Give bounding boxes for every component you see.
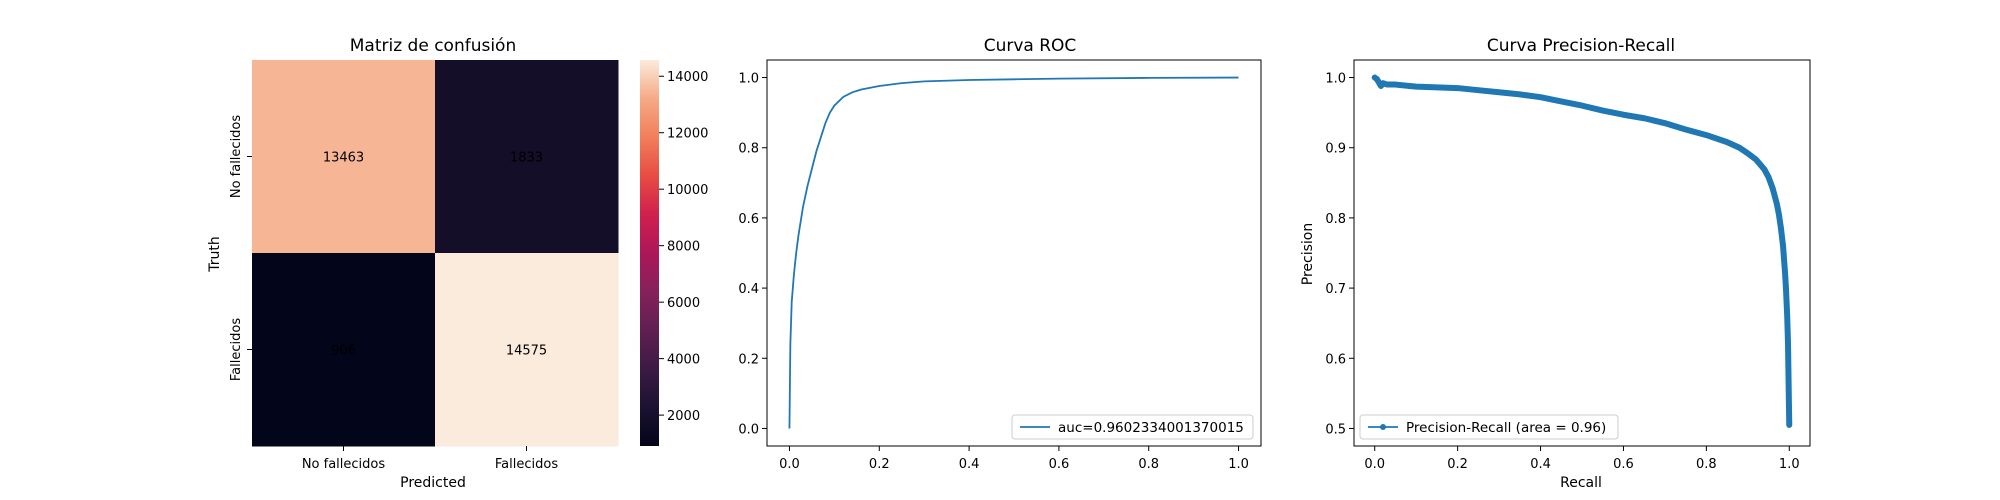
cm-cell <box>252 253 436 447</box>
colorbar-tick-label: 14000 <box>667 70 708 85</box>
xtick-label: 1.0 <box>1779 457 1800 472</box>
pr-title: Curva Precision-Recall <box>1487 36 1675 56</box>
cm-xlabel: Predicted <box>400 475 466 491</box>
pr-panel: Curva Precision-Recall 0.0 0.2 0.4 0.6 0.8 1.… <box>1300 36 1811 491</box>
pr-legend-marker <box>1380 424 1386 430</box>
ytick-label: 0.4 <box>738 282 759 297</box>
colorbar <box>640 60 659 446</box>
xtick-label: 0.0 <box>1364 457 1385 472</box>
ytick-label: 0.6 <box>1325 352 1346 367</box>
cm-ytick-label: No fallecidos <box>229 115 244 199</box>
colorbar-ticks: 2000 4000 6000 8000 10000 12000 14000 <box>659 70 708 424</box>
confusion-matrix-panel: Matriz de confusión 13463 1833 906 14575 No… <box>207 36 708 491</box>
cm-cell <box>435 60 619 254</box>
colorbar-tick-label: 10000 <box>667 183 708 198</box>
xtick-label: 1.0 <box>1228 457 1249 472</box>
xtick-label: 0.8 <box>1696 457 1717 472</box>
cm-cell <box>252 60 436 254</box>
roc-legend-box <box>1011 414 1254 440</box>
cm-ticks: No fallecidos Fallecidos No fallecidos Fall… <box>229 115 558 472</box>
xtick-label: 0.2 <box>1447 457 1468 472</box>
cm-title: Matriz de confusión <box>350 36 516 56</box>
cm-cell-value: 13463 <box>323 151 364 166</box>
ytick-label: 0.0 <box>738 422 759 437</box>
xtick-label: 0.6 <box>1049 457 1070 472</box>
ytick-label: 1.0 <box>738 72 759 87</box>
cm-ytick-label: Fallecidos <box>229 318 244 381</box>
roc-title: Curva ROC <box>984 36 1077 56</box>
cm-xtick-label: No fallecidos <box>302 457 386 472</box>
ytick-label: 0.2 <box>738 352 759 367</box>
cm-cell-value: 906 <box>331 344 356 359</box>
roc-legend: auc=0.9602334001370015 <box>1011 414 1254 440</box>
xtick-label: 0.8 <box>1138 457 1159 472</box>
pr-legend: Precision-Recall (area = 0.96) <box>1359 414 1619 440</box>
colorbar-tick-label: 12000 <box>667 127 708 142</box>
cm-cell <box>435 253 619 447</box>
colorbar-tick-label: 6000 <box>667 296 700 311</box>
xtick-label: 0.4 <box>959 457 980 472</box>
colorbar-tick-label: 4000 <box>667 353 700 368</box>
roc-panel: Curva ROC 0.0 0.2 0.4 0.6 0.8 1.0 0.0 0.2 0.4 0.6… <box>738 36 1262 472</box>
colorbar-tick-label: 2000 <box>667 409 700 424</box>
ytick-label: 0.7 <box>1325 282 1346 297</box>
xtick-label: 0.4 <box>1530 457 1551 472</box>
pr-curve <box>1371 74 1793 428</box>
ytick-label: 1.0 <box>1325 72 1346 87</box>
cm-xtick-label: Fallecidos <box>495 457 558 472</box>
colorbar-tick-label: 8000 <box>667 240 700 255</box>
pr-legend-box <box>1359 414 1619 440</box>
cm-ylabel: Truth <box>207 236 223 273</box>
roc-ticks: 0.0 0.2 0.4 0.6 0.8 1.0 0.0 0.2 0.4 0.6 0.8 1.0 <box>738 72 1249 472</box>
pr-legend-label: Precision-Recall (area = 0.96) <box>1406 420 1606 436</box>
xtick-label: 0.2 <box>869 457 890 472</box>
ytick-label: 0.8 <box>1325 212 1346 227</box>
pr-ticks: 0.0 0.2 0.4 0.6 0.8 1.0 0.5 0.6 0.7 0.8 0.9 1.0 <box>1325 72 1799 472</box>
xtick-label: 0.6 <box>1613 457 1634 472</box>
cm-cell-value: 14575 <box>506 344 547 359</box>
pr-xlabel: Recall <box>1560 475 1602 491</box>
roc-legend-label: auc=0.9602334001370015 <box>1058 420 1244 436</box>
cm-cell-value: 1833 <box>510 151 543 166</box>
xtick-label: 0.0 <box>779 457 800 472</box>
pr-ylabel: Precision <box>1300 223 1316 285</box>
pr-plot-frame <box>1353 59 1811 447</box>
cm-cells: 13463 1833 906 14575 <box>252 60 619 447</box>
ytick-label: 0.5 <box>1325 422 1346 437</box>
roc-plot-frame <box>766 59 1262 447</box>
ytick-label: 0.9 <box>1325 142 1346 157</box>
ytick-label: 0.8 <box>738 142 759 157</box>
ytick-label: 0.6 <box>738 212 759 227</box>
roc-curve <box>788 76 1239 429</box>
